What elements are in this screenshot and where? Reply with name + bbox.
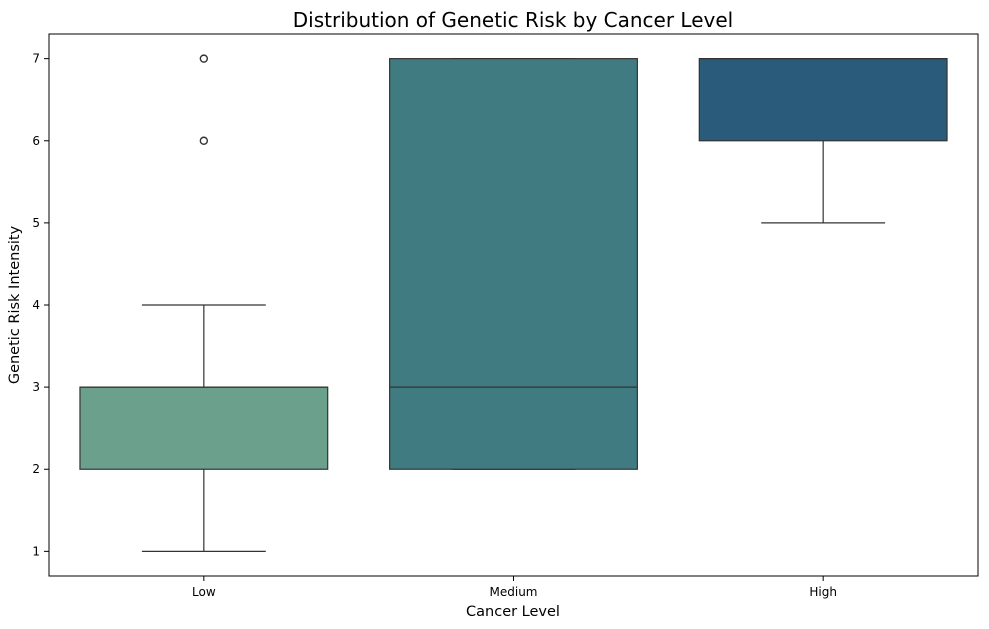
y-tick-label: 1	[32, 544, 40, 558]
y-tick-label: 3	[32, 380, 40, 394]
x-tick-label: Low	[192, 585, 216, 599]
y-tick-label: 6	[32, 134, 40, 148]
chart-title: Distribution of Genetic Risk by Cancer L…	[293, 8, 733, 32]
y-axis: 1 2 3 4 5 6 7	[32, 52, 49, 558]
x-axis-label: Cancer Level	[466, 604, 560, 620]
box	[79, 386, 329, 470]
x-tick-label: Medium	[490, 585, 538, 599]
y-tick-label: 4	[32, 298, 40, 312]
box-group-low	[79, 54, 329, 552]
box-group-medium	[389, 58, 638, 470]
y-tick-label: 7	[32, 52, 40, 66]
box	[389, 58, 638, 470]
box	[698, 58, 948, 142]
plot-area	[79, 54, 948, 552]
outlier-point	[199, 54, 209, 63]
x-axis: Low Medium High	[192, 576, 837, 599]
y-tick-label: 5	[32, 216, 40, 230]
x-tick-label: High	[809, 585, 837, 599]
y-tick-label: 2	[32, 462, 40, 476]
outlier-point	[199, 136, 209, 145]
y-axis-label: Genetic Risk Intensity	[7, 225, 23, 384]
box-group-high	[698, 58, 948, 224]
